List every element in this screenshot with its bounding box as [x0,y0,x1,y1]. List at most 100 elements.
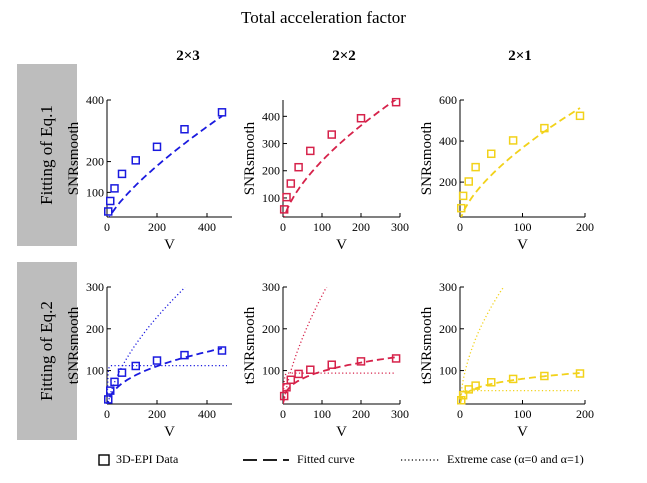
x-tick-label: 0 [104,407,110,421]
x-tick-label: 400 [198,220,216,234]
y-tick-label: 100 [86,185,104,199]
data-point [110,377,119,387]
legend-extreme: Extreme case (α=0 and α=1) [401,452,584,467]
data-point [391,354,401,363]
x-axis-label: V [164,424,175,440]
legend-data-label: 3D-EPI Data [116,452,179,466]
y-axis-label: SNRsmooth [66,121,82,195]
data-point [180,125,189,134]
y-tick-label: 100 [262,364,280,378]
data-point [471,162,480,172]
data-point [286,375,296,385]
x-tick-label: 100 [313,220,331,234]
data-point [356,113,366,123]
data-point [487,378,496,387]
legend-fit: Fitted curve [243,452,355,467]
fitted-curve [108,115,223,217]
figure-title: Total acceleration factor [241,8,406,27]
extreme-lower-curve [460,389,580,404]
y-tick-label: 200 [439,175,457,189]
legend-dash-line [243,458,289,461]
data-point [131,361,140,371]
fitted-curve [460,107,581,217]
data-point [487,149,496,159]
y-tick-label: 300 [262,280,280,294]
y-tick-label: 200 [439,322,457,336]
y-axis-label: tSNRsmooth [66,306,82,384]
panel-eq1-2x3: 100 200 400 0 200 400 V SNRsmooth [66,93,232,253]
data-point [104,395,113,404]
data-point [106,196,115,206]
legend-fit-label: Fitted curve [297,452,355,466]
data-point [471,381,480,390]
data-point [282,192,291,202]
legend-square-marker [98,453,110,466]
data-point [457,395,466,405]
x-tick-label: 100 [514,220,532,234]
x-tick-label: 100 [313,407,331,421]
x-tick-label: 0 [280,407,286,421]
data-point [540,371,549,381]
data-point [117,368,127,377]
x-tick-label: 200 [148,220,166,234]
x-tick-label: 100 [514,407,532,421]
x-tick-label: 0 [280,220,286,234]
y-tick-label: 200 [262,164,280,178]
data-point [294,162,303,172]
data-point [356,357,366,366]
data-point [117,169,127,179]
data-point [180,350,189,360]
data-point [106,386,115,395]
extreme-upper-curve [460,287,505,403]
y-tick-label: 200 [86,322,104,336]
data-point [508,374,518,384]
x-tick-label: 200 [576,220,594,234]
x-tick-label: 200 [148,407,166,421]
row-label-eq1: Fitting of Eq.1 [17,64,77,246]
row-label-eq2: Fitting of Eq.2 [17,262,77,440]
x-tick-label: 0 [104,220,110,234]
x-tick-label: 400 [198,407,216,421]
y-tick-label: 200 [262,322,280,336]
column-title-2x1: 2×1 [508,48,532,64]
y-tick-label: 100 [439,364,457,378]
y-axis-label: SNRsmooth [242,121,258,195]
y-tick-label: 100 [262,191,280,205]
x-axis-label: V [517,424,528,440]
data-point [131,156,140,165]
panel-eq1-2x1: 200 400 600 0 100 200 V SNRsmooth [419,93,594,253]
y-tick-label: 600 [439,93,457,107]
data-point [540,123,549,133]
data-point [279,205,289,214]
x-tick-label: 300 [391,220,409,234]
data-point [104,207,113,216]
y-tick-label: 100 [86,364,104,378]
x-axis-label: V [517,237,528,253]
data-point [306,365,315,374]
y-tick-label: 200 [86,155,104,169]
data-point [464,177,473,186]
legend-extreme-label: Extreme case (α=0 and α=1) [447,452,584,466]
data-point [327,130,336,139]
data-point [458,390,468,400]
data-point [217,346,227,355]
x-tick-label: 0 [457,220,463,234]
x-tick-label: 200 [352,220,370,234]
x-axis-label: V [164,237,175,253]
y-tick-label: 300 [262,137,280,151]
y-tick-label: 400 [262,109,280,123]
x-axis-label: V [336,424,347,440]
data-point [279,391,289,401]
data-point [575,111,585,121]
data-point [152,356,162,365]
data-point [110,184,119,193]
data-point [508,136,518,145]
y-tick-label: 400 [86,93,104,107]
x-axis-label: V [336,237,347,253]
data-point [327,360,336,369]
fitted-curve [283,100,397,217]
y-axis-label: SNRsmooth [419,121,435,195]
data-point [286,179,296,188]
